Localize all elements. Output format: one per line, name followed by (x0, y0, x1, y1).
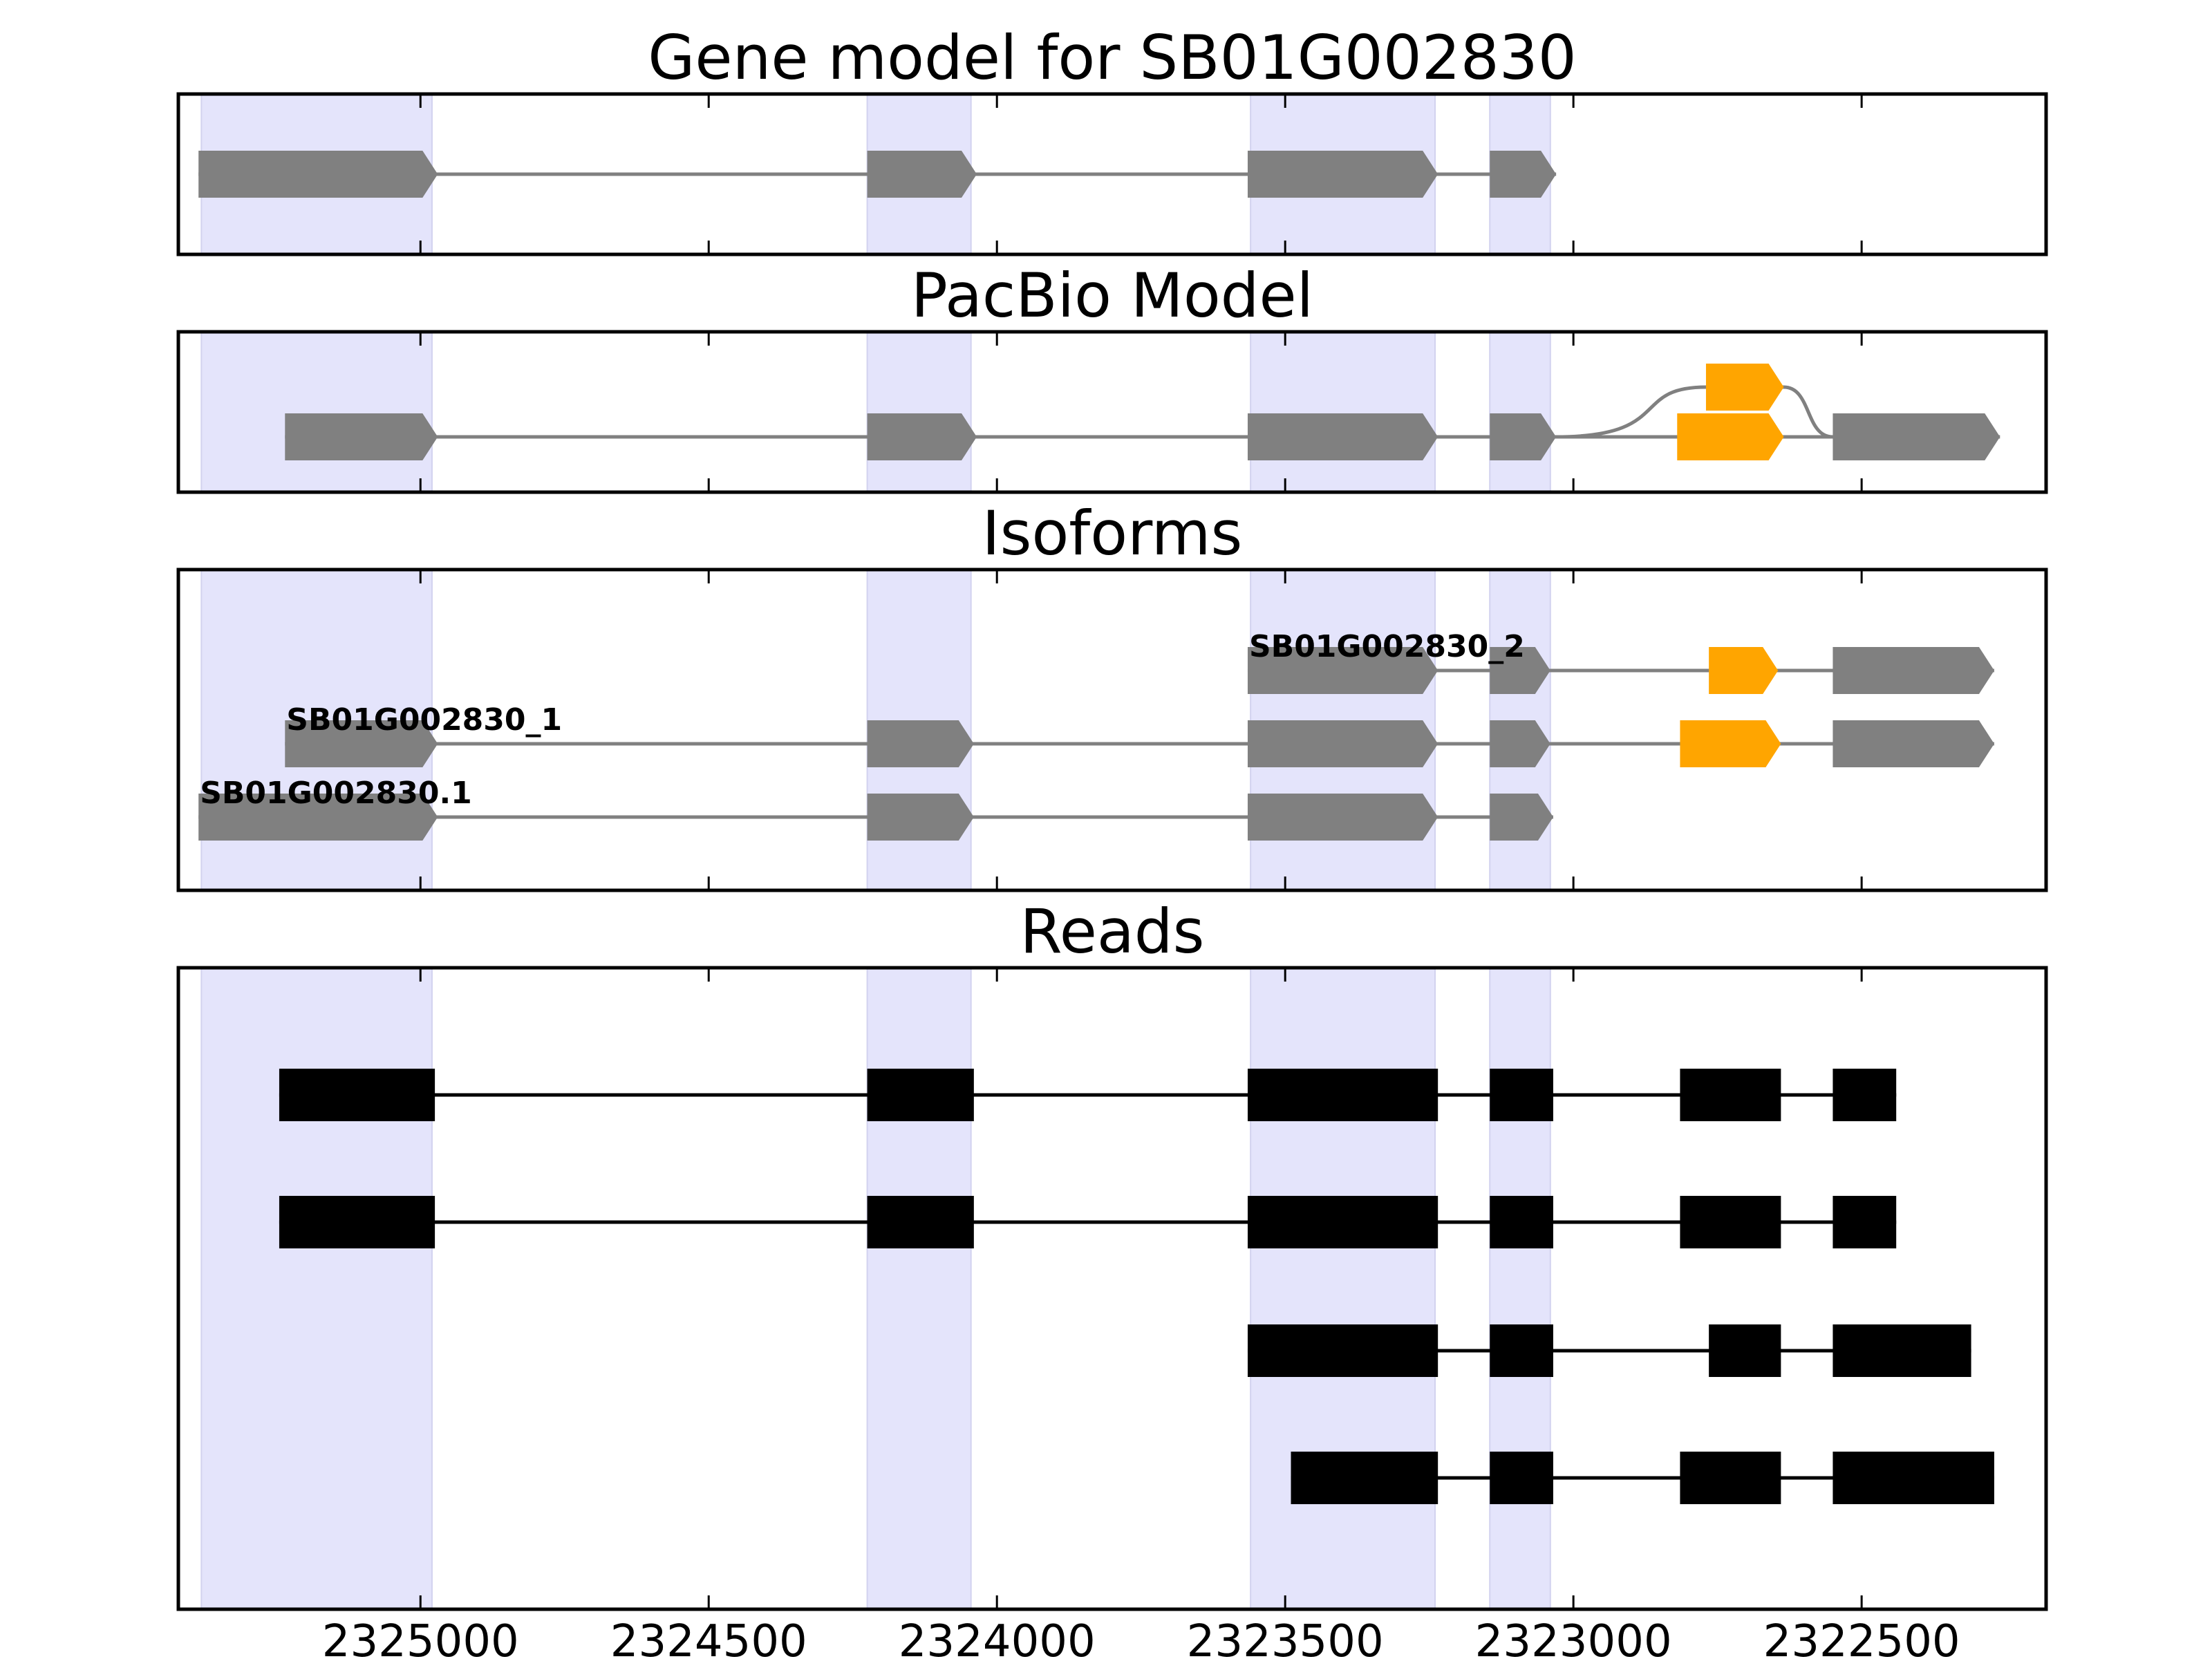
exon (867, 151, 977, 198)
track-1 (285, 413, 2000, 460)
read-block (867, 1069, 974, 1121)
track-2 (1556, 364, 1833, 439)
shaded-exon-region (200, 967, 433, 1610)
exon (1490, 647, 1550, 694)
track-4 (1291, 1452, 1994, 1504)
exon (285, 413, 438, 460)
exon (198, 794, 438, 841)
read-block (1490, 1196, 1553, 1248)
shaded-exon-region (866, 331, 972, 493)
track-1 (198, 151, 1557, 198)
exon (867, 794, 974, 841)
exon (1833, 720, 1994, 767)
x-tick-label: 2323500 (1187, 1616, 1384, 1659)
exon (1247, 720, 1438, 767)
read-block (1490, 1324, 1553, 1377)
exon (1490, 720, 1550, 767)
exon (1247, 794, 1438, 841)
exon (1833, 413, 2000, 460)
exon (1490, 413, 1557, 460)
panel-frame (176, 92, 2048, 256)
read-block (279, 1196, 435, 1248)
read-block (279, 1069, 435, 1121)
read-block (1247, 1069, 1438, 1121)
read-block (1833, 1324, 1971, 1377)
panel-title: Isoforms (982, 498, 1243, 569)
exon (285, 720, 438, 767)
exon (1247, 413, 1438, 460)
track-2 (279, 1196, 1897, 1248)
highlighted-exon (1709, 647, 1779, 694)
x-tick-label: 2325000 (322, 1616, 519, 1659)
track-2: SB01G002830_1 (285, 702, 1994, 767)
panel-title: Gene model for SB01G002830 (648, 22, 1577, 93)
read-block (1680, 1452, 1781, 1504)
read-block (1247, 1324, 1438, 1377)
x-tick-label: 2324000 (899, 1616, 1096, 1659)
read-block (1490, 1069, 1553, 1121)
highlighted-exon (1705, 364, 1784, 411)
panel-title: PacBio Model (911, 260, 1313, 331)
read-block (1833, 1196, 1897, 1248)
isoform-label: SB01G002830_1 (286, 702, 562, 738)
isoform-label: SB01G002830.1 (200, 776, 472, 811)
shaded-exon-region (866, 967, 972, 1610)
exon (1247, 151, 1438, 198)
exon (1833, 647, 1994, 694)
read-block (1291, 1452, 1438, 1504)
read-block (1709, 1324, 1781, 1377)
shaded-exon-region (1489, 967, 1551, 1610)
exon (1247, 647, 1438, 694)
shaded-exon-region (1489, 331, 1551, 493)
read-block (1247, 1196, 1438, 1248)
track-3: SB01G002830.1 (198, 776, 1553, 841)
read-block (1490, 1452, 1553, 1504)
panel-title: Reads (1020, 896, 1205, 967)
panel-frame (176, 568, 2048, 892)
exon (867, 720, 974, 767)
exon (1490, 794, 1553, 841)
track-1 (279, 1069, 1897, 1121)
exon (198, 151, 438, 198)
panel-frame (176, 966, 2048, 1611)
highlighted-exon (1680, 720, 1781, 767)
shaded-exon-region (200, 331, 433, 493)
track-3 (1247, 1324, 1971, 1377)
x-tick-label: 2324500 (610, 1616, 807, 1659)
splice-branch (1556, 385, 1833, 439)
panel-3: Isoforms SB01G002830_2 SB01G002830_1 SB01G0… (176, 498, 2048, 892)
x-tick-label: 2322500 (1763, 1616, 1960, 1659)
panel-1: Gene model for SB01G002830 (176, 22, 2048, 256)
read-block (1833, 1069, 1897, 1121)
read-block (1680, 1196, 1781, 1248)
x-tick-label: 2323000 (1475, 1616, 1672, 1659)
panels: Gene model for SB01G002830 PacBio Model Is… (176, 22, 2048, 1659)
track-1: SB01G002830_2 (1247, 629, 1994, 694)
panel-frame (176, 330, 2048, 494)
exon (1490, 151, 1557, 198)
highlighted-exon (1677, 413, 1784, 460)
read-block (1833, 1452, 1994, 1504)
panel-2: PacBio Model (176, 260, 2048, 494)
read-block (1680, 1069, 1781, 1121)
panel-4: Reads 2325000 2324500 2324000 2323500 2323000… (176, 896, 2048, 1659)
shaded-exon-region (1250, 331, 1436, 493)
exon (867, 413, 977, 460)
shaded-exon-region (1250, 967, 1436, 1610)
isoform-label: SB01G002830_2 (1249, 629, 1525, 664)
read-block (867, 1196, 974, 1248)
